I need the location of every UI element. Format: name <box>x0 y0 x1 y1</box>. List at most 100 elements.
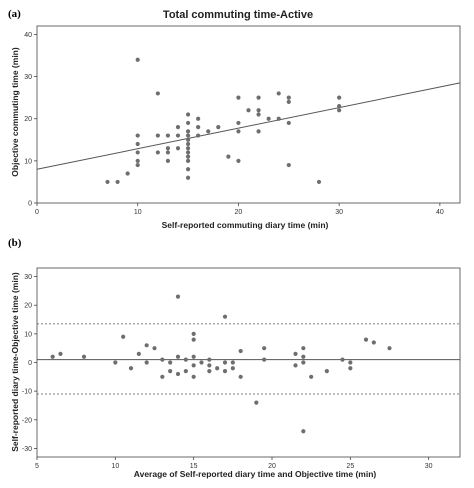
data-point <box>238 348 243 354</box>
data-point <box>206 129 211 134</box>
data-point <box>236 129 241 134</box>
data-point <box>135 133 140 138</box>
data-point <box>199 360 204 365</box>
regression-line <box>36 82 461 170</box>
data-point <box>363 337 369 342</box>
data-point <box>236 95 241 100</box>
panel-b-label: (b) <box>8 237 22 249</box>
data-point <box>301 346 306 351</box>
y-tick-label: 30 <box>24 274 32 281</box>
data-point <box>276 91 281 96</box>
data-point <box>185 141 191 147</box>
data-point <box>135 57 140 62</box>
x-tick-label: 0 <box>35 209 39 216</box>
data-point <box>293 363 298 368</box>
data-point <box>185 137 191 142</box>
data-point <box>191 354 196 359</box>
data-point <box>165 146 171 151</box>
data-point <box>226 154 231 159</box>
data-point <box>316 179 322 185</box>
y-tick-label: 20 <box>24 303 32 310</box>
data-point <box>183 357 188 362</box>
data-point <box>105 179 110 185</box>
data-point <box>165 158 171 163</box>
data-point <box>165 133 171 138</box>
panel-b-bland-altman-plot: (b) Average of Self-reported diary time … <box>8 237 461 479</box>
data-point <box>256 95 261 100</box>
panel-a-scatter-plot: (a) Total commuting time-Active Self-rep… <box>8 8 461 230</box>
data-marks-group <box>37 294 460 434</box>
data-point <box>175 146 181 151</box>
data-point <box>191 331 196 336</box>
data-point <box>222 368 228 374</box>
data-point <box>58 351 63 357</box>
data-point <box>387 346 392 351</box>
data-point <box>115 179 120 185</box>
data-point <box>254 400 259 405</box>
data-point <box>236 158 241 163</box>
data-point <box>337 108 342 113</box>
data-point <box>215 366 220 371</box>
x-tick-label: 40 <box>436 209 444 216</box>
data-point <box>207 368 212 374</box>
x-tick-label: 20 <box>235 209 243 216</box>
data-point <box>286 120 291 126</box>
data-point <box>175 125 181 130</box>
y-tick-label: 40 <box>24 32 32 39</box>
data-point <box>216 125 221 130</box>
data-point <box>207 357 212 362</box>
data-point <box>337 103 342 109</box>
y-tick-label: 10 <box>24 158 32 165</box>
x-tick-label: 20 <box>268 463 276 470</box>
x-axis-label: Average of Self-reported diary time and … <box>134 469 377 479</box>
x-tick-label: 15 <box>190 463 198 470</box>
y-tick-label: 20 <box>24 116 32 123</box>
data-point <box>207 363 212 368</box>
x-tick-label: 30 <box>425 463 433 470</box>
data-point <box>246 108 251 113</box>
data-point <box>276 116 281 121</box>
x-axis-label: Self-reported commuting diary time (min) <box>162 220 329 230</box>
data-point <box>155 133 160 138</box>
data-point <box>185 158 191 163</box>
data-point <box>301 354 306 359</box>
data-point <box>286 162 291 168</box>
data-point <box>175 294 181 299</box>
data-point <box>230 366 235 371</box>
y-tick-label: -10 <box>22 389 32 396</box>
data-point <box>286 95 291 100</box>
y-axis-label: Self-reported diary time-Objective time … <box>10 272 20 452</box>
data-point <box>135 141 140 147</box>
data-point <box>196 133 201 138</box>
data-point <box>309 374 314 379</box>
data-point <box>175 133 181 138</box>
data-point <box>113 360 118 365</box>
data-point <box>230 360 235 365</box>
data-point <box>185 154 191 159</box>
x-tick-label: 30 <box>335 209 343 216</box>
data-point <box>196 116 201 121</box>
data-point <box>125 171 130 176</box>
data-point <box>168 368 173 374</box>
y-tick-label: -20 <box>22 417 32 424</box>
data-point <box>371 340 376 345</box>
data-point <box>136 351 141 357</box>
x-tick-label: 10 <box>111 463 119 470</box>
data-point <box>185 112 191 117</box>
data-point <box>135 150 140 155</box>
y-axis-label: Objective commuting time (min) <box>10 47 20 177</box>
data-point <box>81 354 87 359</box>
axis-ticks-group: 5 10 15 20 25 30 -30 -20 -10 0 10 20 30 <box>22 267 461 470</box>
data-point <box>152 346 157 351</box>
x-tick-label: 10 <box>134 209 142 216</box>
y-tick-label: 0 <box>28 201 32 208</box>
data-point <box>160 357 165 362</box>
data-point <box>175 371 181 377</box>
data-point <box>185 175 191 180</box>
data-point <box>222 360 228 365</box>
data-point <box>175 354 181 359</box>
plot-frame <box>36 267 461 458</box>
data-point <box>196 125 201 130</box>
data-point <box>165 150 171 155</box>
